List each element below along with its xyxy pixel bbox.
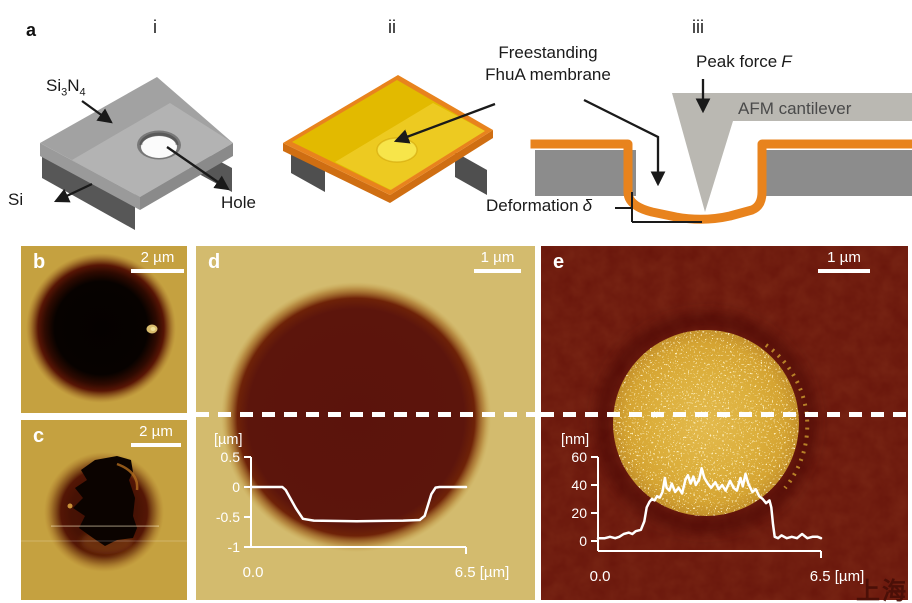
chip-i-side-left bbox=[40, 143, 140, 210]
membrane-arrow-left bbox=[393, 102, 496, 144]
hole-label: Hole bbox=[221, 193, 256, 212]
chip-ii-rim-left bbox=[283, 143, 390, 203]
scalebar-b-text: 2 µm bbox=[140, 249, 175, 266]
membrane-arrow-right bbox=[583, 98, 666, 187]
debris-speck-core bbox=[150, 327, 156, 331]
panel-d-label: d bbox=[208, 251, 221, 273]
afm-panel-c: c 2 µm bbox=[21, 420, 187, 600]
scalebar-d: 1 µm bbox=[474, 249, 521, 273]
watermark: 上海 bbox=[856, 578, 908, 603]
scalebar-c: 2 µm bbox=[131, 423, 181, 447]
scan-line-1 bbox=[51, 525, 159, 527]
sub-i-label: i bbox=[153, 17, 157, 37]
chip-i-side-right bbox=[140, 143, 233, 210]
afm-image-e bbox=[541, 246, 908, 600]
si-label: Si bbox=[8, 190, 24, 209]
torn-membrane-blob bbox=[73, 456, 137, 546]
scalebar-b-bar bbox=[131, 268, 184, 273]
chip-ii-leg-right bbox=[455, 152, 487, 195]
blob-highlight bbox=[116, 462, 139, 491]
scalebar-d-text: 1 µm bbox=[480, 249, 515, 266]
hole-shadow bbox=[139, 132, 179, 146]
afm-panel-b: b 2 µm bbox=[21, 246, 187, 413]
hole-arrow bbox=[166, 146, 230, 191]
si3n4-label: Si3N4 bbox=[46, 76, 86, 99]
cross-section-iii bbox=[530, 93, 912, 224]
panel-c-label: c bbox=[33, 425, 45, 447]
afm-panel-e: 60 40 20 0 [nm] 0.0 6.5 [µm] e 1 µm bbox=[541, 246, 908, 600]
chip-schematic-ii bbox=[283, 75, 493, 203]
panel-a-label: a bbox=[26, 20, 37, 40]
si3n4-block-left bbox=[535, 150, 636, 196]
afm-image-d bbox=[221, 282, 491, 552]
afm-cantilever-label: AFM cantilever bbox=[738, 99, 852, 118]
uncovered-hole-d bbox=[221, 282, 491, 552]
chip-i-base-left bbox=[42, 152, 135, 230]
uncovered-hole-b bbox=[26, 253, 176, 403]
si-arrow bbox=[53, 182, 93, 203]
scalebar-e-bar bbox=[818, 268, 870, 273]
afm-panel-d: 0.5 0 -0.5 -1 [µm] 0.0 6.5 [µm] d 1 µm bbox=[196, 246, 535, 600]
scan-line-2 bbox=[21, 540, 187, 542]
scalebar-c-bar bbox=[131, 442, 181, 447]
scalebar-b: 2 µm bbox=[131, 249, 184, 273]
annotation-arrows bbox=[53, 79, 711, 203]
chip-ii-rim-right bbox=[390, 130, 493, 203]
panel-b-label: b bbox=[33, 251, 46, 273]
bright-dot bbox=[67, 503, 73, 509]
si3n4-block-right bbox=[766, 150, 912, 196]
sub-ii-label: ii bbox=[388, 17, 396, 37]
scalebar-d-bar bbox=[474, 268, 521, 273]
chip-schematic-i bbox=[40, 77, 233, 230]
membrane-label: Freestanding FhuA membrane bbox=[448, 42, 648, 86]
hole-opening bbox=[141, 136, 177, 158]
afm-image-c bbox=[21, 452, 187, 572]
scalebar-e: 1 µm bbox=[818, 249, 870, 273]
sub-iii-label: iii bbox=[692, 17, 704, 37]
schematic-panel-a: a i ii iii bbox=[0, 0, 912, 246]
scalebar-e-text: 1 µm bbox=[827, 249, 861, 266]
afm-cantilever-shape bbox=[672, 93, 912, 212]
profile-line-e bbox=[541, 412, 908, 417]
si3n4-arrow bbox=[81, 100, 113, 124]
membrane-speckle bbox=[613, 330, 799, 516]
panel-e-label: e bbox=[553, 251, 565, 273]
deformation-label: Deformation δ bbox=[486, 196, 593, 215]
afm-image-b bbox=[26, 253, 176, 403]
scalebar-c-text: 2 µm bbox=[139, 423, 173, 440]
membrane-label-line2: FhuA membrane bbox=[485, 64, 611, 84]
peak-force-symbol: F bbox=[781, 52, 792, 71]
profile-line-d bbox=[196, 412, 535, 417]
peak-force-label: Peak force F bbox=[696, 52, 792, 71]
deformation-bracket bbox=[615, 192, 702, 223]
deformation-symbol: δ bbox=[582, 196, 593, 215]
membrane-label-line1: Freestanding bbox=[498, 43, 598, 62]
